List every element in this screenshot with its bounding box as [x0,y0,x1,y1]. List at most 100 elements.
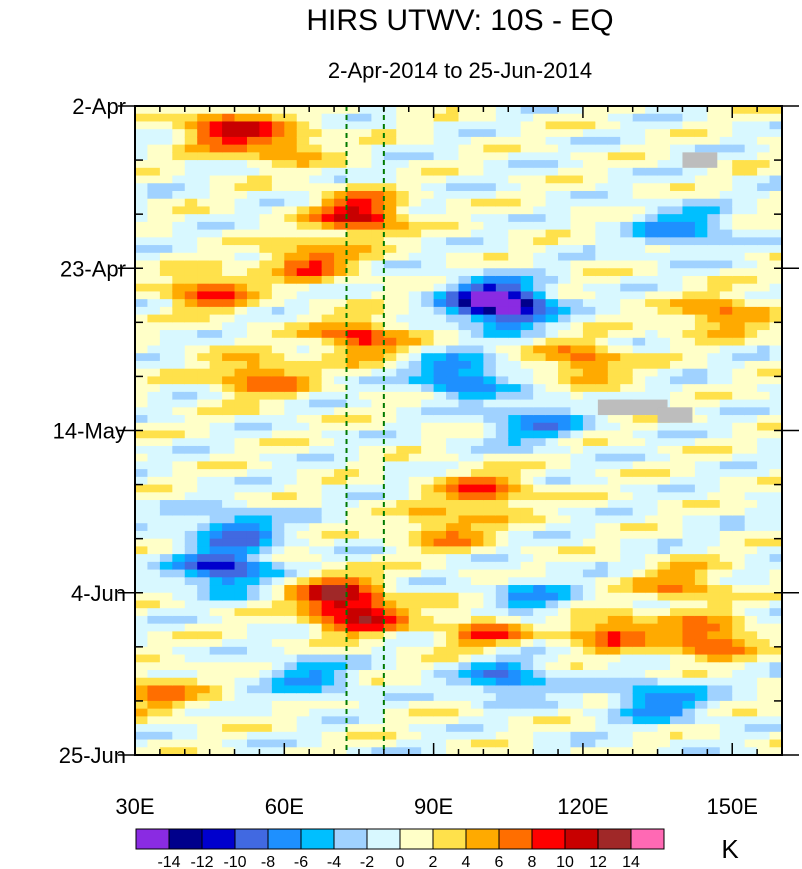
heatmap-cell [495,646,509,656]
heatmap-cell [421,569,435,578]
heatmap-cell [396,299,410,308]
heatmap-cell [757,700,771,710]
heatmap-cell [321,731,335,741]
heatmap-cell [470,268,484,277]
heatmap-cell [396,445,410,455]
heatmap-cell [234,268,248,277]
heatmap-cell [744,700,758,710]
heatmap-cell [433,283,447,293]
heatmap-cell [433,337,447,347]
heatmap-cell [159,476,173,486]
heatmap-cell [570,345,584,354]
heatmap-cell [433,561,447,571]
heatmap-cell [769,198,783,208]
heatmap-cell [259,306,273,316]
heatmap-cell [246,639,261,648]
heatmap-cell [769,739,783,748]
heatmap-cell [222,283,236,293]
heatmap-cell [670,469,684,478]
heatmap-cell [246,214,261,223]
heatmap-cell [657,144,671,153]
heatmap-cell [470,507,484,517]
heatmap-cell [184,685,198,694]
heatmap-cell [408,677,422,687]
heatmap-cell [520,445,534,455]
heatmap-cell [769,438,783,447]
heatmap-cell [346,337,360,347]
heatmap-cell [744,345,758,354]
heatmap-cell [545,739,559,748]
heatmap-cell [271,113,285,123]
heatmap-cell [769,445,783,455]
heatmap-cell [495,662,509,671]
heatmap-cell [197,577,211,586]
heatmap-cell [135,585,149,594]
heatmap-cell [670,306,684,316]
heatmap-cell [371,167,385,177]
heatmap-cell [296,724,310,733]
heatmap-cell [197,538,211,547]
heatmap-cell [259,322,273,331]
heatmap-cell [545,121,559,130]
heatmap-cell [446,384,460,393]
heatmap-cell [483,639,497,648]
heatmap-cell [346,608,360,617]
heatmap-cell [595,160,609,169]
heatmap-cell [321,360,335,370]
heatmap-cell [284,229,298,238]
heatmap-cell [371,360,385,370]
heatmap-cell [383,677,397,687]
heatmap-cell [495,129,509,138]
heatmap-cell [271,345,285,354]
heatmap-cell [197,739,211,748]
heatmap-cell [234,175,248,184]
heatmap-cell [719,530,733,540]
heatmap-cell [147,214,161,223]
heatmap-cell [620,461,634,470]
heatmap-cell [620,469,634,478]
heatmap-cell [172,724,186,733]
heatmap-cell [184,190,198,200]
heatmap-cell [271,445,285,455]
heatmap-cell [172,330,186,339]
heatmap-cell [433,221,447,231]
heatmap-cell [719,260,733,269]
heatmap-cell [334,523,348,532]
heatmap-cell [570,384,584,393]
heatmap-cell [670,608,684,617]
heatmap-cell [234,600,248,609]
heatmap-cell [296,330,310,339]
heatmap-cell [707,368,721,378]
heatmap-cell [334,731,348,741]
heatmap-cell [408,747,422,756]
heatmap-cell [732,546,746,555]
heatmap-cell [334,708,348,717]
heatmap-cell [371,708,385,717]
heatmap-cell [346,190,360,200]
heatmap-cell [694,670,708,679]
heatmap-cell [222,670,236,679]
heatmap-cell [558,623,572,632]
heatmap-cell [259,121,273,130]
heatmap-cell [719,345,733,354]
heatmap-cell [383,469,397,478]
heatmap-cell [296,345,310,354]
heatmap-cell [732,623,746,632]
heatmap-cell [209,677,223,687]
heatmap-cell [533,353,547,362]
heatmap-cell [620,507,634,517]
heatmap-cell [495,500,509,509]
heatmap-cell [570,229,584,238]
heatmap-cell [259,747,273,756]
heatmap-cell [159,245,173,254]
heatmap-cell [483,476,497,486]
heatmap-cell [682,299,696,308]
heatmap-cell [558,608,572,617]
heatmap-cell [334,569,348,578]
heatmap-cell [172,268,186,277]
heatmap-cell [757,577,771,586]
heatmap-cell [159,631,173,640]
heatmap-cell [620,631,634,640]
heatmap-cell [358,654,373,663]
heatmap-cell [197,106,211,115]
